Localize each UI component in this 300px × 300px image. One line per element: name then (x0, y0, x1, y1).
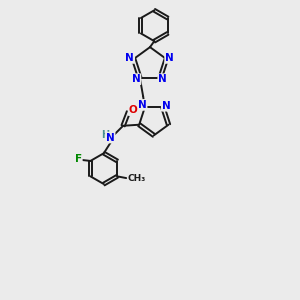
Text: O: O (129, 105, 138, 115)
Text: N: N (125, 53, 134, 63)
Text: CH₃: CH₃ (128, 174, 146, 183)
Text: N: N (106, 133, 115, 142)
Text: N: N (165, 53, 174, 63)
Text: N: N (132, 74, 140, 84)
Text: N: N (162, 101, 170, 111)
Text: N: N (158, 74, 167, 84)
Text: N: N (138, 100, 147, 110)
Text: H: H (101, 130, 110, 140)
Text: F: F (75, 154, 82, 164)
